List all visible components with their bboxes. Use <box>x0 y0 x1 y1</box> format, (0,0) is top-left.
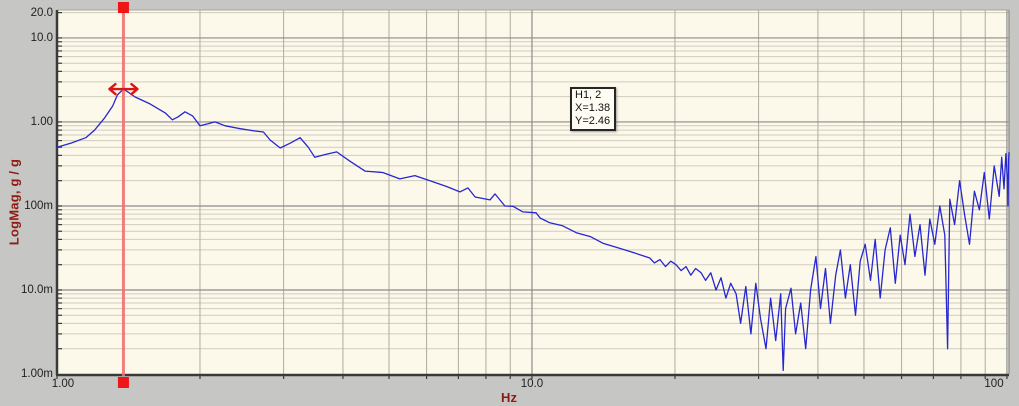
peak-double-arrow-icon[interactable] <box>108 82 139 96</box>
y-tick-label: 100m <box>24 199 53 212</box>
x-tick-label: 1.00 <box>51 378 75 390</box>
x-tick-label: 10.0 <box>520 378 544 390</box>
y-tick-label: 1.00m <box>21 368 53 380</box>
y-tick-label: 10.0 <box>30 31 53 44</box>
cursor-readout-trace: H1, 2 <box>575 89 602 101</box>
cursor-bottom-handle[interactable] <box>117 377 129 388</box>
cursor-top-handle[interactable] <box>117 2 129 13</box>
y-tick-label: 10.0m <box>21 283 53 296</box>
frf-trace <box>56 88 1010 372</box>
cursor-readout-x: X=1.38 <box>575 102 611 114</box>
plot-background[interactable] <box>57 10 1009 374</box>
cursor-readout-box[interactable]: H1, 2 X=1.38 Y=2.46 <box>570 87 617 131</box>
y-tick-label: 1.00 <box>30 115 53 128</box>
x-axis-title: Hz <box>501 390 517 405</box>
y-tick-label: 20.0 <box>30 6 53 19</box>
cursor-readout-y: Y=2.46 <box>575 115 611 127</box>
x-tick-label: 100 <box>984 378 1004 390</box>
